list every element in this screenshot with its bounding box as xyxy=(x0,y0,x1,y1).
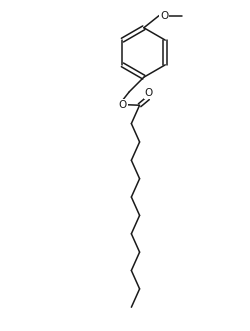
Text: O: O xyxy=(160,11,168,21)
Text: O: O xyxy=(144,88,153,98)
Text: O: O xyxy=(118,100,127,110)
